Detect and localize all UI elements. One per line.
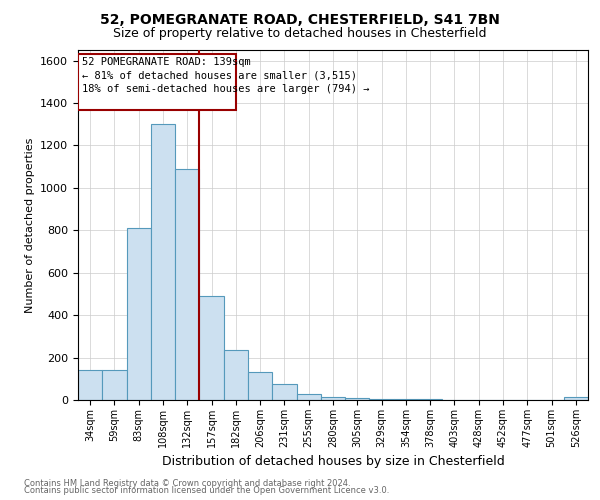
Bar [248, 372, 272, 400]
Bar [175, 169, 199, 400]
Bar [370, 399, 394, 400]
FancyBboxPatch shape [79, 54, 236, 110]
Text: ← 81% of detached houses are smaller (3,515): ← 81% of detached houses are smaller (3,… [82, 70, 357, 80]
Y-axis label: Number of detached properties: Number of detached properties [25, 138, 35, 312]
Text: Contains HM Land Registry data © Crown copyright and database right 2024.: Contains HM Land Registry data © Crown c… [24, 478, 350, 488]
Text: Size of property relative to detached houses in Chesterfield: Size of property relative to detached ho… [113, 28, 487, 40]
Bar [224, 350, 248, 400]
Text: 52, POMEGRANATE ROAD, CHESTERFIELD, S41 7BN: 52, POMEGRANATE ROAD, CHESTERFIELD, S41 … [100, 12, 500, 26]
Bar [127, 228, 151, 400]
Text: Contains public sector information licensed under the Open Government Licence v3: Contains public sector information licen… [24, 486, 389, 495]
Bar [394, 399, 418, 400]
Bar [102, 370, 127, 400]
Text: 52 POMEGRANATE ROAD: 139sqm: 52 POMEGRANATE ROAD: 139sqm [82, 58, 251, 68]
Bar [345, 398, 370, 400]
Bar [296, 394, 321, 400]
X-axis label: Distribution of detached houses by size in Chesterfield: Distribution of detached houses by size … [161, 456, 505, 468]
Bar [272, 384, 296, 400]
Bar [564, 397, 588, 400]
Bar [199, 296, 224, 400]
Text: 18% of semi-detached houses are larger (794) →: 18% of semi-detached houses are larger (… [82, 84, 370, 94]
Bar [151, 124, 175, 400]
Bar [78, 370, 102, 400]
Bar [321, 397, 345, 400]
